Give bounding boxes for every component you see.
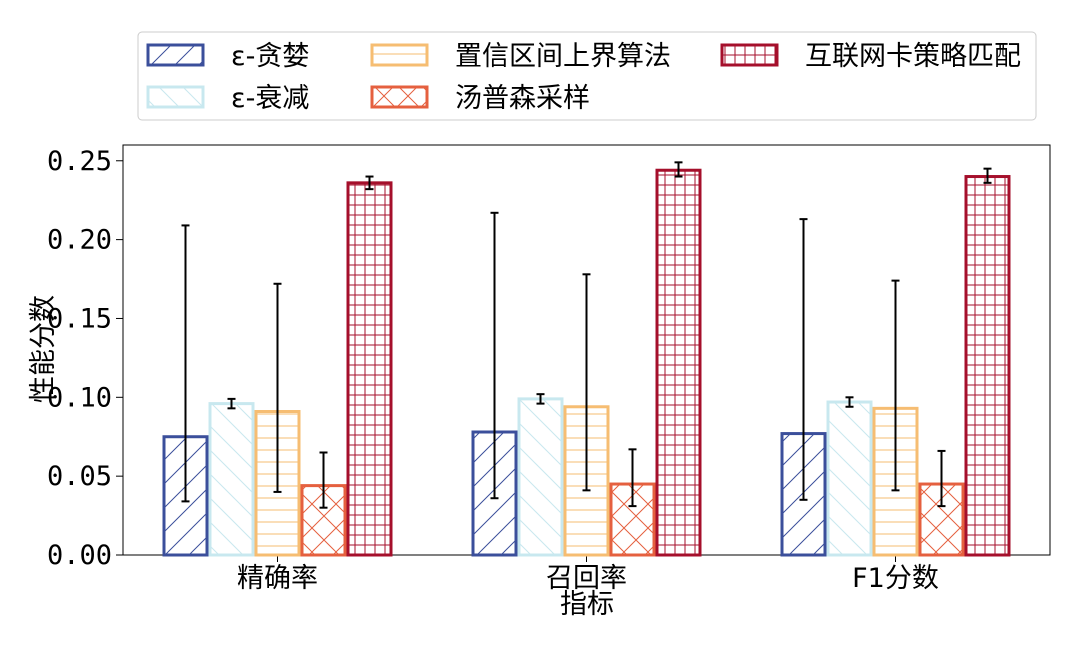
legend-label: 汤普森采样: [455, 83, 590, 114]
legend-swatch: [720, 43, 779, 67]
x-tick-label: F1分数: [852, 563, 939, 594]
plot-area: 0.00 0.05 0.10 0.15 0.20 0.25 精确率 召回率 F1分数: [47, 144, 1051, 594]
bar: [655, 168, 702, 557]
bar: [826, 400, 873, 557]
y-axis-title: 性能分数: [28, 295, 59, 403]
bar: [208, 402, 255, 557]
legend-label: 置信区间上界算法: [455, 41, 671, 72]
y-tick-label: 0.05: [47, 461, 112, 492]
bar: [517, 397, 564, 557]
legend-swatch: [146, 43, 205, 67]
legend-label: 互联网卡策略匹配: [805, 41, 1021, 72]
y-tick-label: 0.15: [47, 303, 112, 334]
x-axis-title: 指标: [560, 589, 614, 620]
legend-frame: [137, 31, 1037, 121]
legend-swatch: [370, 85, 429, 109]
x-tick-label: 召回率: [546, 563, 627, 594]
legend-label: ε-贪婪: [231, 41, 309, 72]
bar: [964, 175, 1011, 557]
y-tick-label: 0.00: [47, 540, 112, 571]
bar: [918, 482, 965, 557]
legend-swatch: [370, 43, 429, 67]
bar: [346, 181, 393, 557]
legend-swatch: [146, 85, 205, 109]
x-tick-label: 精确率: [237, 563, 318, 594]
y-tick-label: 0.10: [47, 382, 112, 413]
y-tick-label: 0.20: [47, 225, 112, 256]
legend-label: ε-衰减: [231, 83, 309, 114]
y-tick-label: 0.25: [47, 146, 112, 177]
